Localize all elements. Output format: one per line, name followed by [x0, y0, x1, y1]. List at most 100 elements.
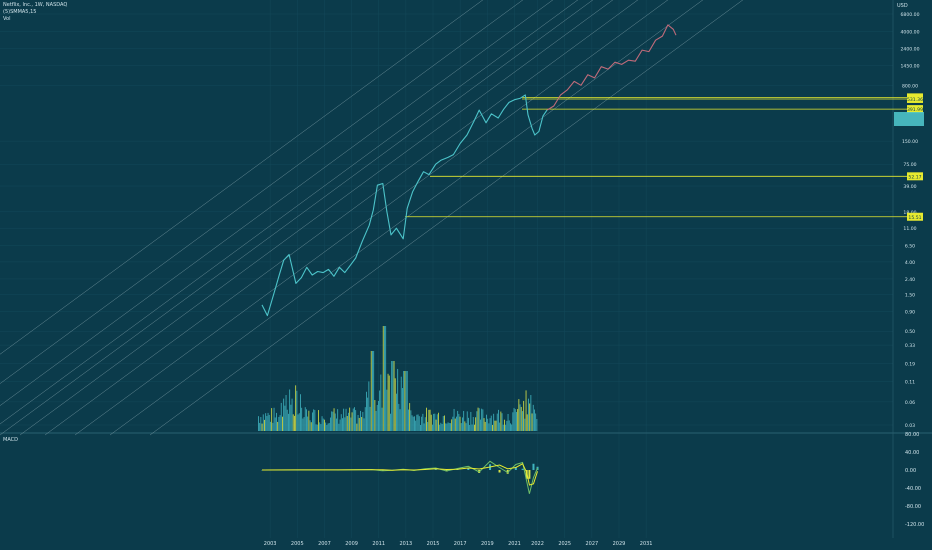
- volume-bar: [366, 391, 367, 431]
- volume-bar: [536, 419, 538, 431]
- volume-bar: [300, 394, 301, 431]
- volume-bar: [332, 411, 334, 431]
- volume-bar: [352, 408, 354, 431]
- volume-bar: [394, 378, 396, 431]
- price-tick-label: 6.50: [905, 244, 915, 250]
- time-tick-label: 2007: [318, 541, 331, 547]
- volume-bar: [482, 409, 484, 431]
- volume-bar: [270, 421, 271, 431]
- volume-bar: [284, 405, 286, 431]
- time-tick-label: 2019: [481, 541, 494, 547]
- price-label-text: 391.99: [907, 107, 923, 113]
- macd-histogram-bar: [467, 468, 470, 470]
- volume-bar: [277, 421, 279, 431]
- macd-histogram-bar: [521, 468, 524, 470]
- volume-bar: [494, 420, 496, 431]
- volume-bar: [346, 416, 348, 431]
- volume-bar: [471, 424, 473, 431]
- volume-bar: [279, 415, 281, 431]
- volume-bar: [356, 423, 358, 431]
- volume-bar: [432, 424, 433, 431]
- price-label-bg: [907, 212, 923, 221]
- volume-bar: [532, 404, 534, 431]
- volume-bar: [339, 419, 341, 431]
- macd-tick-label: -40.00: [905, 486, 921, 492]
- study-label[interactable]: (5)SMMA5,15: [3, 9, 37, 15]
- time-tick-label: 2021: [508, 541, 521, 547]
- volume-bar: [296, 390, 298, 431]
- volume-bar: [362, 412, 364, 431]
- volume-bar: [476, 411, 478, 431]
- volume-bar: [378, 400, 379, 431]
- volume-bar: [262, 414, 264, 431]
- volume-bar: [368, 381, 370, 431]
- price-tick-label: 150.00: [902, 139, 918, 145]
- price-tick-label: 0.19: [905, 361, 915, 367]
- volume-bar: [294, 415, 295, 431]
- chart-legend: Netflix, Inc., 1W, NASDAQ (5)SMMA5,15 Vo…: [3, 2, 67, 23]
- volume-bar: [507, 414, 509, 431]
- volume-bar: [436, 414, 438, 431]
- volume-label[interactable]: Vol: [3, 16, 11, 22]
- volume-bar: [530, 395, 532, 431]
- symbol-label[interactable]: Netflix, Inc., 1W, NASDAQ: [3, 2, 68, 8]
- volume-bar: [427, 421, 429, 431]
- volume-bar: [304, 407, 306, 431]
- gridlines: [0, 0, 932, 538]
- volume-bar: [297, 414, 299, 431]
- volume-bar: [390, 413, 391, 431]
- volume-bar: [336, 418, 337, 431]
- volume-bar: [463, 410, 465, 431]
- volume-bar: [373, 351, 375, 431]
- time-axis[interactable]: 2003 2005 2007 2009 2011 2013 2015 2017 2019 2021…: [264, 541, 653, 547]
- channel-line: [44, 0, 639, 436]
- volume-bar: [446, 423, 448, 431]
- volume-bar: [369, 406, 371, 431]
- volume-bar: [397, 368, 399, 431]
- channel-line: [0, 0, 484, 355]
- volume-bar: [483, 418, 485, 431]
- volume-bar: [271, 408, 273, 431]
- volume-bar: [457, 410, 459, 431]
- volume-bar: [382, 326, 384, 431]
- volume-bar: [342, 418, 343, 431]
- volume-bar: [340, 414, 342, 431]
- volume-bar: [334, 413, 336, 431]
- volume-bar: [499, 422, 501, 431]
- volume-bar: [306, 409, 307, 431]
- volume-bar: [345, 408, 347, 431]
- volume-bar: [386, 389, 388, 431]
- volume-bar: [355, 410, 357, 431]
- macd-tick-label: -80.00: [905, 504, 921, 510]
- time-tick-label: 2022: [531, 541, 544, 547]
- volume-bar: [525, 390, 527, 431]
- volume-bar: [406, 371, 408, 431]
- price-axis[interactable]: 6800.00 4000.00 2400.00 1450.00 800.00 150.00…: [901, 12, 920, 429]
- volume-bar: [379, 390, 381, 431]
- volume-bar: [484, 421, 486, 431]
- volume-bar: [511, 424, 513, 431]
- volume-bar: [441, 423, 443, 431]
- volume-bar: [528, 398, 529, 431]
- volume-bars: [258, 326, 538, 431]
- volume-bar: [322, 418, 324, 431]
- volume-bar: [328, 423, 330, 431]
- volume-bar: [500, 411, 502, 431]
- volume-bar: [526, 414, 528, 431]
- macd-label[interactable]: MACD: [3, 437, 18, 443]
- volume-bar: [454, 418, 456, 431]
- channel-line: [0, 0, 554, 406]
- volume-bar: [380, 374, 382, 431]
- volume-bar: [398, 403, 400, 431]
- volume-bar: [445, 423, 447, 431]
- volume-bar: [400, 376, 402, 431]
- channel-line: [19, 0, 614, 436]
- volume-bar: [470, 411, 472, 431]
- volume-bar: [385, 326, 387, 431]
- volume-bar: [426, 407, 427, 431]
- macd-histogram-bar: [528, 470, 531, 479]
- volume-bar: [295, 385, 297, 431]
